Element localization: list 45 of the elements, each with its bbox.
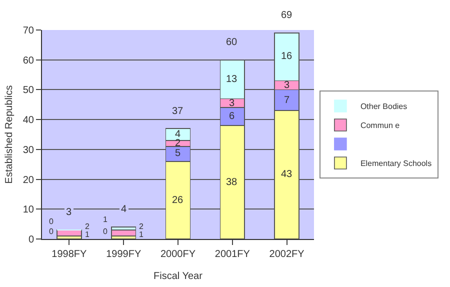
data-label: 2 (175, 138, 181, 149)
legend-label: Commun e (360, 121, 400, 130)
data-label: 7 (284, 95, 290, 106)
y-tick-label: 20 (22, 174, 34, 186)
bar (56, 230, 82, 236)
x-tick-label: 2002FY (269, 249, 305, 260)
data-label: 1 (139, 230, 144, 239)
x-tick-label: 1998FY (52, 249, 88, 260)
total-label: 69 (281, 10, 293, 21)
data-label: 0 (103, 227, 108, 236)
data-label: 2 (85, 222, 90, 231)
y-tick-label: 60 (22, 55, 34, 66)
total-label: 60 (226, 37, 238, 48)
y-tick-label: 30 (22, 144, 34, 156)
data-label: 5 (175, 148, 181, 159)
data-label: 2 (139, 222, 144, 231)
x-tick-label: 2001FY (214, 249, 250, 260)
data-label: 3 (229, 98, 235, 109)
data-label: 1 (85, 230, 90, 239)
x-tick-label: 1999FY (106, 249, 142, 260)
total-label: 3 (66, 207, 72, 218)
data-label: 6 (229, 111, 235, 122)
data-label: 0 (49, 227, 54, 236)
legend-label: Other Bodies (360, 102, 408, 112)
total-label: 37 (172, 106, 184, 117)
y-tick-label: 50 (22, 85, 34, 96)
data-label: 13 (226, 74, 238, 85)
data-label: 3 (284, 80, 290, 91)
total-label: 4 (121, 204, 127, 215)
y-axis-title: Established Republics (4, 85, 15, 184)
data-label: 38 (226, 177, 238, 188)
y-tick-label: 0 (28, 234, 34, 246)
data-label: 1 (103, 215, 108, 224)
bar (110, 230, 136, 236)
x-tick-label: 2000FY (160, 249, 196, 260)
data-label: 0 (49, 217, 54, 226)
y-tick-label: 70 (22, 26, 34, 36)
y-tick-label: 40 (22, 115, 34, 126)
x-axis-title: Fiscal Year (154, 271, 204, 282)
y-tick-label: 10 (22, 204, 34, 216)
data-label: 26 (172, 195, 184, 206)
data-label: 43 (281, 169, 293, 180)
data-label: 16 (281, 51, 293, 62)
data-label: 4 (175, 129, 181, 140)
legend-label: Elementary Schools (360, 159, 432, 168)
